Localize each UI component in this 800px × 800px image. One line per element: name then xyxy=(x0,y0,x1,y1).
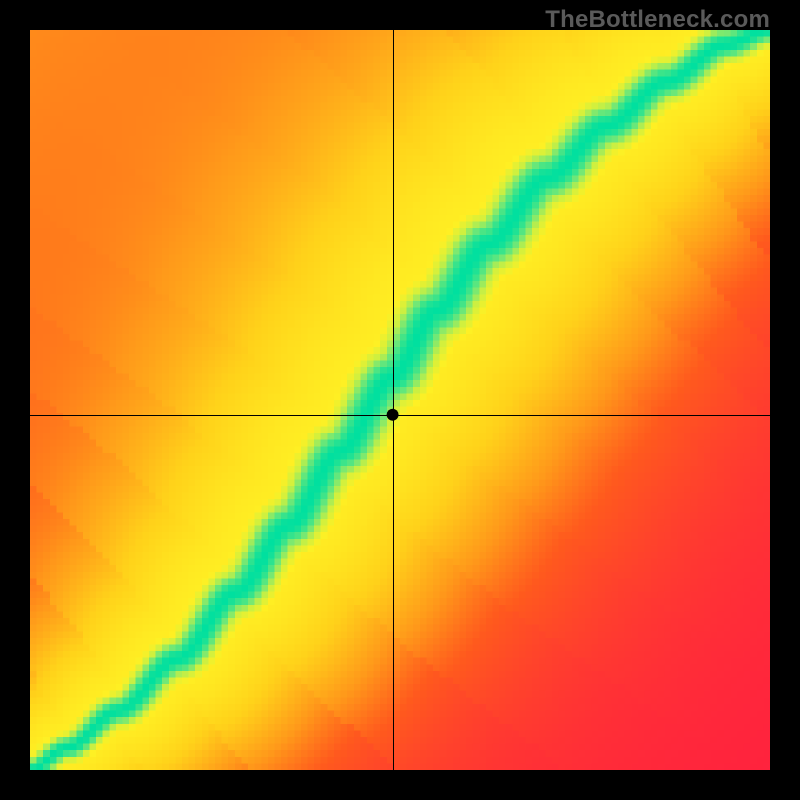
chart-container: TheBottleneck.com xyxy=(0,0,800,800)
watermark-text: TheBottleneck.com xyxy=(545,6,770,34)
overlay-canvas xyxy=(30,30,770,770)
